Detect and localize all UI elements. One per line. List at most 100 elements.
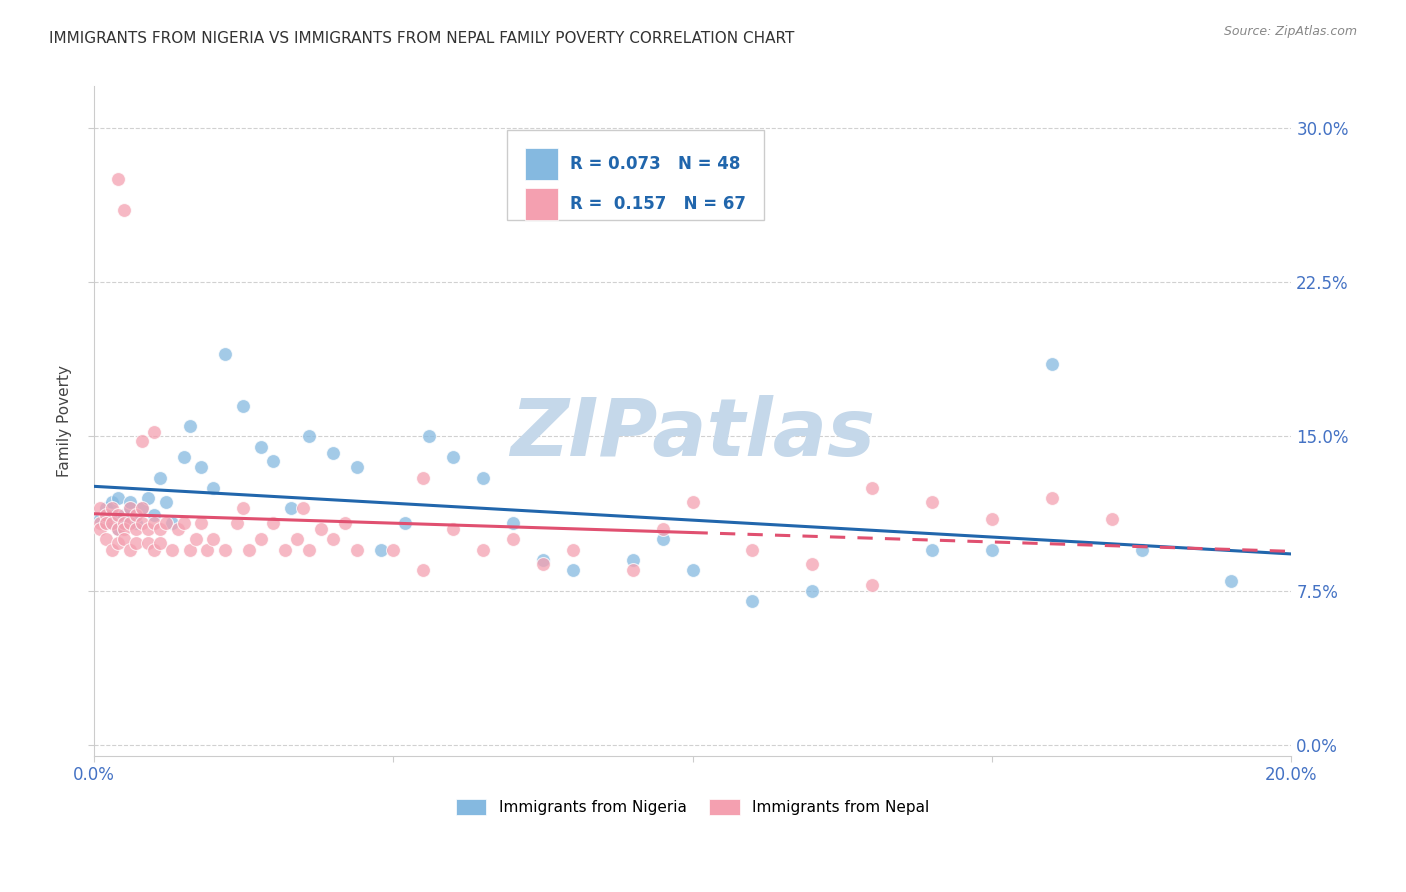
Point — [238, 542, 260, 557]
Point — [118, 542, 141, 557]
Point — [382, 542, 405, 557]
Point — [124, 536, 146, 550]
Point — [418, 429, 440, 443]
Point — [309, 522, 332, 536]
Point — [561, 542, 583, 557]
Point — [412, 470, 434, 484]
Bar — [508, 130, 765, 220]
Point — [107, 491, 129, 505]
Point — [131, 501, 153, 516]
Point — [89, 512, 111, 526]
Point — [100, 542, 122, 557]
Point — [262, 516, 284, 530]
Point — [298, 429, 321, 443]
Point — [94, 501, 117, 516]
Point — [107, 522, 129, 536]
Point — [226, 516, 249, 530]
Point — [100, 501, 122, 516]
Point — [124, 508, 146, 522]
Point — [1220, 574, 1243, 588]
Point — [107, 536, 129, 550]
Point — [118, 516, 141, 530]
Point — [155, 495, 177, 509]
Point — [112, 508, 135, 522]
Point — [136, 491, 159, 505]
Point — [262, 454, 284, 468]
Point — [112, 516, 135, 530]
Point — [441, 522, 464, 536]
Point — [148, 536, 170, 550]
Point — [94, 516, 117, 530]
Point — [100, 508, 122, 522]
Text: Source: ZipAtlas.com: Source: ZipAtlas.com — [1223, 25, 1357, 38]
Point — [394, 516, 416, 530]
Y-axis label: Family Poverty: Family Poverty — [58, 365, 72, 477]
Point — [335, 516, 357, 530]
Point — [124, 522, 146, 536]
Point — [346, 542, 368, 557]
Point — [292, 501, 315, 516]
Text: R = 0.073   N = 48: R = 0.073 N = 48 — [571, 155, 741, 173]
Point — [621, 563, 644, 577]
Legend: Immigrants from Nigeria, Immigrants from Nepal: Immigrants from Nigeria, Immigrants from… — [450, 793, 935, 822]
Point — [860, 577, 883, 591]
Point — [651, 533, 673, 547]
Point — [179, 419, 201, 434]
Point — [118, 501, 141, 516]
Point — [173, 450, 195, 464]
Point — [651, 522, 673, 536]
Point — [214, 542, 236, 557]
Point — [980, 542, 1002, 557]
Point — [682, 563, 704, 577]
Point — [142, 542, 165, 557]
Point — [250, 533, 273, 547]
Point — [322, 446, 344, 460]
Point — [118, 501, 141, 516]
Point — [202, 481, 225, 495]
Point — [682, 495, 704, 509]
Point — [298, 542, 321, 557]
Point — [285, 533, 308, 547]
Point — [148, 470, 170, 484]
Point — [190, 516, 212, 530]
Point — [107, 172, 129, 186]
Point — [89, 522, 111, 536]
Text: IMMIGRANTS FROM NIGERIA VS IMMIGRANTS FROM NEPAL FAMILY POVERTY CORRELATION CHAR: IMMIGRANTS FROM NIGERIA VS IMMIGRANTS FR… — [49, 31, 794, 46]
Point — [155, 516, 177, 530]
Point — [173, 516, 195, 530]
Point — [502, 533, 524, 547]
Point — [502, 516, 524, 530]
Point — [1101, 512, 1123, 526]
Point — [148, 522, 170, 536]
Point — [860, 481, 883, 495]
Point — [124, 516, 146, 530]
Point — [142, 516, 165, 530]
Point — [921, 542, 943, 557]
Text: R =  0.157   N = 67: R = 0.157 N = 67 — [571, 195, 747, 213]
Point — [801, 583, 824, 598]
Point — [112, 516, 135, 530]
Point — [370, 542, 392, 557]
Point — [1040, 491, 1063, 505]
Point — [471, 470, 494, 484]
Point — [107, 508, 129, 522]
Point — [184, 533, 207, 547]
Point — [94, 516, 117, 530]
Point — [94, 508, 117, 522]
Point — [202, 533, 225, 547]
Point — [118, 495, 141, 509]
Point — [100, 495, 122, 509]
Point — [112, 533, 135, 547]
Point — [131, 516, 153, 530]
Point — [471, 542, 494, 557]
Point — [531, 553, 554, 567]
Point — [441, 450, 464, 464]
Point — [322, 533, 344, 547]
Point — [112, 202, 135, 217]
Point — [1040, 357, 1063, 371]
Point — [980, 512, 1002, 526]
Point — [142, 425, 165, 440]
Point — [250, 440, 273, 454]
Point — [179, 542, 201, 557]
Bar — [524, 148, 558, 180]
